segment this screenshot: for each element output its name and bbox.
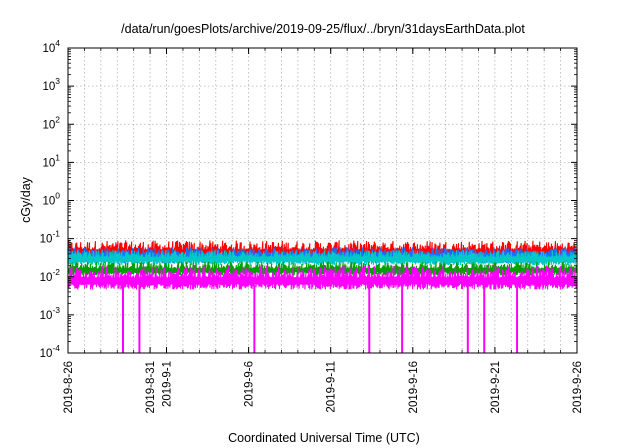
- x-tick-label: 2019-9-26: [572, 361, 584, 413]
- y-axis-label: cGy/day: [19, 176, 33, 223]
- x-tick-label: 2019-9-1: [162, 361, 174, 407]
- chart-title: /data/run/goesPlots/archive/2019-09-25/f…: [121, 22, 525, 36]
- x-tick-label: 2019-8-31: [145, 361, 157, 413]
- plot-area: [67, 240, 578, 353]
- series-2-line: [67, 250, 578, 266]
- y-tick-label: 102: [42, 114, 60, 131]
- x-axis-label: Coordinated Universal Time (UTC): [228, 431, 420, 445]
- x-tick-label: 2019-8-26: [63, 361, 75, 413]
- y-tick-label: 10-3: [40, 305, 61, 322]
- y-tick-label: 10-1: [40, 229, 61, 246]
- x-tick-label: 2019-9-16: [408, 361, 420, 413]
- x-tick-label: 2019-9-21: [490, 361, 502, 413]
- y-tick-label: 10-2: [40, 267, 61, 284]
- series-4-line: [67, 265, 578, 290]
- y-tick-label: 103: [42, 76, 60, 93]
- x-tick-label: 2019-9-11: [326, 361, 338, 413]
- x-tick-label: 2019-9-6: [244, 361, 256, 407]
- y-tick-label: 10-4: [40, 343, 61, 360]
- x-axis: 2019-8-26 2019-8-31 2019-9-1 2019-9-6 2019-9…: [63, 48, 584, 413]
- y-tick-label: 100: [42, 191, 60, 208]
- series-0-line: [67, 240, 578, 258]
- y-tick-label: 101: [42, 152, 60, 169]
- grid: [68, 48, 577, 353]
- y-tick-label: 104: [42, 38, 60, 55]
- y-axis: 10-4 10-3 10-2 10-1 100 101 102 103 104: [40, 38, 577, 360]
